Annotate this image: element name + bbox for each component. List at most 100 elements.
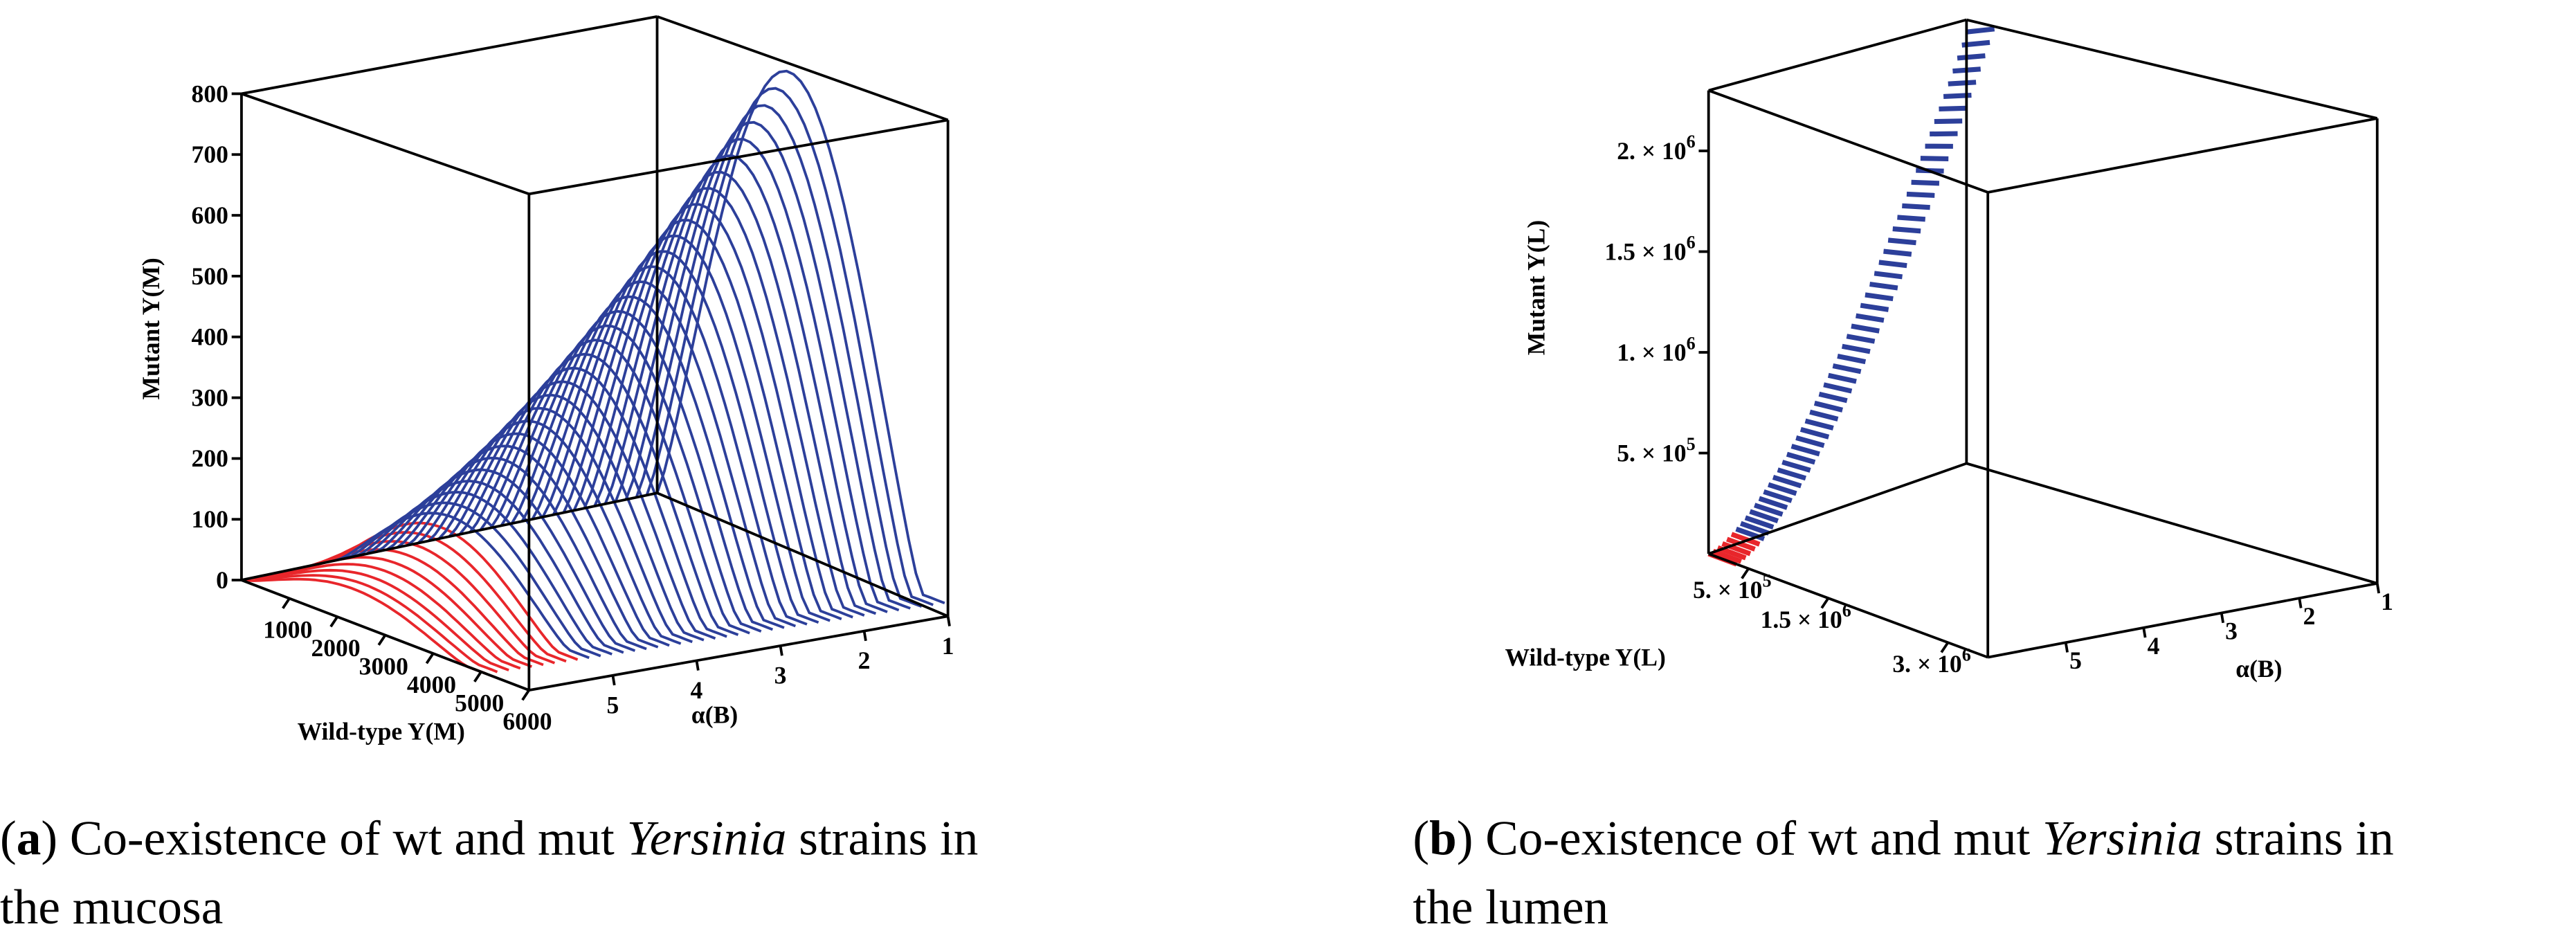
tick-label: 800 xyxy=(192,80,228,107)
box-edge xyxy=(1966,18,2378,120)
caption-part: ) Co-existence of wt and mut xyxy=(1457,811,2042,865)
surface-curve xyxy=(1827,372,1857,384)
surface-curve xyxy=(1860,302,1889,312)
tick-label: 4000 xyxy=(407,671,456,698)
surface-curve xyxy=(1758,496,1788,510)
tick-label: 4 xyxy=(691,676,703,704)
tick-label: 3 xyxy=(774,662,787,689)
caption-part: strains in xyxy=(2202,811,2394,865)
tick-label: 5. × 105 xyxy=(1693,571,1771,604)
box-edge xyxy=(1708,89,1988,194)
surface-curve xyxy=(334,512,590,660)
tick-mark xyxy=(611,675,616,686)
tick-mark xyxy=(2142,627,2147,638)
box-edge xyxy=(241,491,657,581)
box-edge xyxy=(241,92,529,196)
tick-label: 1.5 × 106 xyxy=(1604,233,1695,266)
tick-label: 700 xyxy=(192,141,228,168)
surface-curve xyxy=(1841,343,1871,354)
tick-label-base: 1.5 × 10 xyxy=(1604,237,1686,265)
tick-mark xyxy=(425,653,435,665)
surface-curve xyxy=(1712,548,1742,564)
tick-label: 2 xyxy=(858,647,871,674)
surface-curve xyxy=(614,138,900,612)
surface-curve xyxy=(655,69,945,605)
wild-type-axis-label: Wild-type Y(L) xyxy=(1505,643,1665,671)
surface-curve xyxy=(1749,509,1779,523)
wild-type-axis-label: Wild-type Y(M) xyxy=(298,717,465,745)
tick-mark xyxy=(1741,568,1750,579)
surface-curve xyxy=(1878,260,1907,269)
surface-curve xyxy=(1804,418,1834,431)
surface-curve xyxy=(1818,391,1848,404)
surface-curve xyxy=(1777,467,1806,481)
caption-part: b xyxy=(1429,811,1457,865)
surface-curve xyxy=(520,280,797,628)
caption-line: (a) Co-existence of wt and mut Yersinia … xyxy=(0,811,978,865)
surface-curve xyxy=(1730,532,1761,547)
tick-label: 2 xyxy=(2303,602,2316,630)
surface-curve xyxy=(1934,118,1963,125)
surface-curve xyxy=(510,295,785,629)
surface-curve xyxy=(1823,382,1853,394)
tick-mark xyxy=(2375,583,2381,594)
surface-curve xyxy=(1799,426,1830,440)
surface-curve xyxy=(241,577,487,675)
box-edge xyxy=(1966,462,2378,585)
box-edge xyxy=(241,15,657,96)
tick-label: 3 xyxy=(2225,617,2238,644)
surface-curve xyxy=(1911,179,1940,186)
surface-curve xyxy=(427,406,693,644)
tick-mark xyxy=(2064,642,2069,653)
caption-line: (b) Co-existence of wt and mut Yersinia … xyxy=(1413,811,2393,865)
surface-curve xyxy=(1767,482,1797,496)
z-axis-label: Mutant Y(M) xyxy=(137,257,165,399)
caption-part: Yersinia xyxy=(2042,811,2202,865)
box-edge xyxy=(1987,117,2378,194)
tick-label: 6000 xyxy=(502,707,552,735)
tick-label-exponent: 6 xyxy=(1842,600,1851,620)
tick-label: 2000 xyxy=(311,634,360,662)
box-edge xyxy=(1987,581,2378,659)
surface-curve xyxy=(624,120,911,610)
tick-label: 4 xyxy=(2148,632,2160,660)
surface-curve xyxy=(1897,215,1926,222)
tick-label: 1 xyxy=(942,632,954,660)
tick-label: 2. × 106 xyxy=(1617,132,1695,165)
tick-label: 500 xyxy=(192,262,228,290)
tick-label-base: 3. × 10 xyxy=(1892,650,1961,678)
surface-curve xyxy=(1740,521,1770,536)
caption-part: ) Co-existence of wt and mut xyxy=(41,811,626,865)
caption-part: a xyxy=(17,811,42,865)
tick-label-exponent: 6 xyxy=(1687,132,1696,152)
surface-curve xyxy=(1939,105,1967,112)
box-edge xyxy=(529,118,948,196)
tick-mark xyxy=(779,645,783,656)
tick-label-exponent: 6 xyxy=(1687,333,1696,353)
surface-curve xyxy=(1790,444,1820,457)
surface-curve xyxy=(386,456,647,651)
alpha-axis-label: α(B) xyxy=(2235,655,2282,683)
box-edge xyxy=(656,491,949,618)
tick-label: 1. × 106 xyxy=(1617,333,1695,366)
tick-label: 3000 xyxy=(359,653,408,680)
surface-curve xyxy=(1837,354,1867,365)
tick-mark xyxy=(377,634,387,646)
tick-label: 0 xyxy=(216,566,228,594)
surface-curve xyxy=(1856,313,1885,323)
surface-curve xyxy=(1721,541,1752,557)
surface-curve xyxy=(645,87,934,606)
caption-line: the lumen xyxy=(1413,880,1608,934)
surface-curve xyxy=(489,324,762,633)
box-edge xyxy=(656,15,949,122)
surface-curve xyxy=(1869,282,1898,291)
tick-label-exponent: 5 xyxy=(1687,434,1696,454)
tick-label: 5. × 105 xyxy=(1617,434,1695,467)
tick-mark xyxy=(2298,597,2303,608)
surface-curve xyxy=(251,574,498,674)
tick-label: 200 xyxy=(192,444,228,472)
surface-curve xyxy=(355,491,613,656)
tick-mark xyxy=(946,615,951,626)
